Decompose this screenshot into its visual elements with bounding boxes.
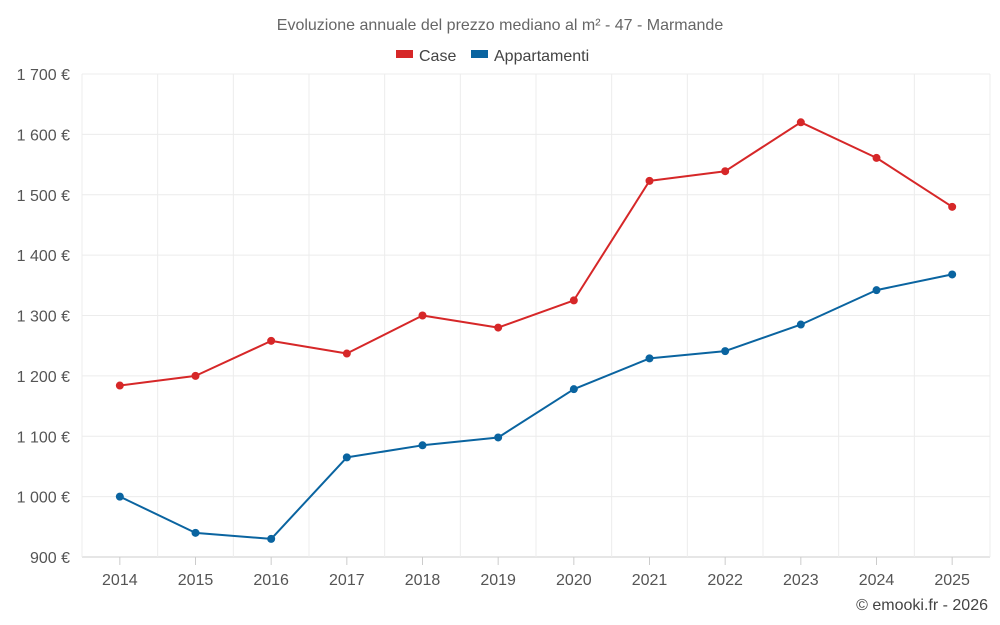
data-point-appartamenti[interactable] (191, 528, 200, 537)
y-tick-label: 1 500 € (17, 188, 70, 205)
data-point-appartamenti[interactable] (645, 354, 654, 363)
x-tick-label: 2021 (632, 572, 668, 589)
data-point-case[interactable] (115, 381, 124, 390)
data-point-appartamenti[interactable] (948, 270, 957, 279)
y-tick-label: 1 200 € (17, 369, 70, 386)
y-axis: 900 € 1 000 € 1 100 € 1 200 € 1 300 € 1 400 €… (17, 67, 70, 567)
data-point-case[interactable] (494, 323, 503, 332)
series (115, 118, 957, 543)
data-point-appartamenti[interactable] (115, 492, 124, 501)
data-point-appartamenti[interactable] (569, 385, 578, 394)
x-tick-label: 2018 (405, 572, 441, 589)
x-tick-label: 2020 (556, 572, 592, 589)
x-tick-label: 2022 (707, 572, 743, 589)
data-point-case[interactable] (645, 176, 654, 185)
x-tick-label: 2025 (934, 572, 970, 589)
x-tick-label: 2019 (480, 572, 516, 589)
legend: Case Appartamenti (396, 48, 589, 65)
legend-swatch-appartamenti[interactable] (471, 50, 488, 58)
data-point-case[interactable] (418, 311, 427, 320)
y-tick-label: 1 400 € (17, 248, 70, 265)
y-tick-label: 1 000 € (17, 490, 70, 507)
grid (81, 73, 991, 558)
series-line-case (119, 121, 953, 387)
legend-swatch-case[interactable] (396, 50, 413, 58)
data-point-case[interactable] (948, 202, 957, 211)
x-axis: 2014 2015 2016 2017 2018 2019 2020 2021 2022 2023… (102, 557, 970, 589)
data-point-case[interactable] (569, 296, 578, 305)
x-tick-label: 2014 (102, 572, 138, 589)
data-point-case[interactable] (191, 371, 200, 380)
data-point-case[interactable] (342, 349, 351, 358)
data-point-appartamenti[interactable] (267, 534, 276, 543)
x-tick-label: 2017 (329, 572, 365, 589)
series-line-appartamenti (119, 273, 953, 540)
legend-label-appartamenti[interactable]: Appartamenti (494, 48, 589, 65)
credit-text: © emooki.fr - 2026 (856, 597, 988, 614)
data-point-case[interactable] (872, 153, 881, 162)
data-point-appartamenti[interactable] (418, 441, 427, 450)
y-tick-label: 900 € (30, 550, 70, 567)
data-point-appartamenti[interactable] (872, 286, 881, 295)
data-point-appartamenti[interactable] (721, 347, 730, 356)
data-point-case[interactable] (721, 167, 730, 176)
data-point-appartamenti[interactable] (342, 453, 351, 462)
x-tick-label: 2024 (859, 572, 895, 589)
y-tick-label: 1 700 € (17, 67, 70, 84)
chart-title: Evoluzione annuale del prezzo mediano al… (277, 17, 724, 34)
y-tick-label: 1 600 € (17, 127, 70, 144)
data-point-appartamenti[interactable] (494, 433, 503, 442)
x-tick-label: 2023 (783, 572, 819, 589)
data-point-case[interactable] (796, 118, 805, 127)
x-tick-label: 2015 (178, 572, 214, 589)
y-tick-label: 1 100 € (17, 429, 70, 446)
data-point-appartamenti[interactable] (796, 320, 805, 329)
legend-label-case[interactable]: Case (419, 48, 456, 65)
data-point-case[interactable] (267, 336, 276, 345)
y-tick-label: 1 300 € (17, 309, 70, 326)
x-tick-label: 2016 (253, 572, 289, 589)
